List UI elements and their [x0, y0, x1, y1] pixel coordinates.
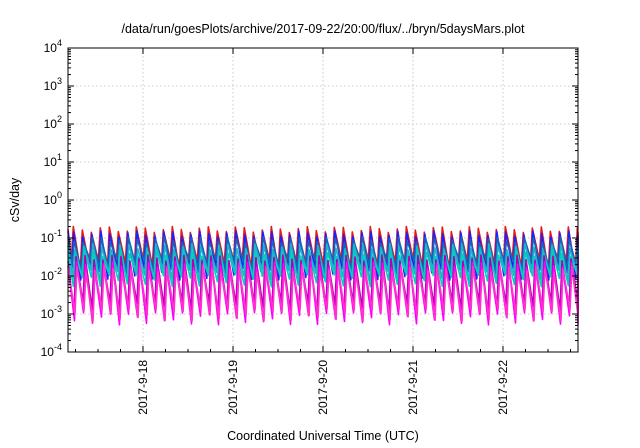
y-tick-label: 102 [44, 114, 62, 131]
y-tick-label: 100 [44, 190, 62, 207]
y-tick-label: 103 [44, 76, 62, 93]
x-tick-label: 2017-9-21 [406, 360, 420, 415]
y-tick-label: 10-4 [41, 342, 62, 359]
series-line [67, 249, 579, 288]
x-tick-label: 2017-9-19 [226, 360, 240, 415]
y-tick-label: 10-3 [41, 304, 62, 321]
x-tick-label: 2017-9-18 [136, 360, 150, 415]
series-line [67, 236, 579, 273]
y-axis-label: cSv/day [8, 177, 22, 222]
y-tick-label: 10-1 [41, 228, 62, 245]
x-tick-label: 2017-9-20 [316, 360, 330, 415]
y-tick-label: 101 [44, 152, 62, 169]
x-axis-label: Coordinated Universal Time (UTC) [227, 429, 419, 443]
chart-title: /data/run/goesPlots/archive/2017-09-22/2… [121, 22, 525, 36]
series-group [67, 225, 579, 326]
x-tick-label: 2017-9-22 [496, 360, 510, 415]
series-line [67, 265, 579, 322]
y-tick-label: 104 [44, 38, 62, 55]
y-tick-label: 10-2 [41, 266, 62, 283]
x-axis: 2017-9-18 2017-9-19 2017-9-20 2017-9-21 2017… [75, 48, 571, 415]
